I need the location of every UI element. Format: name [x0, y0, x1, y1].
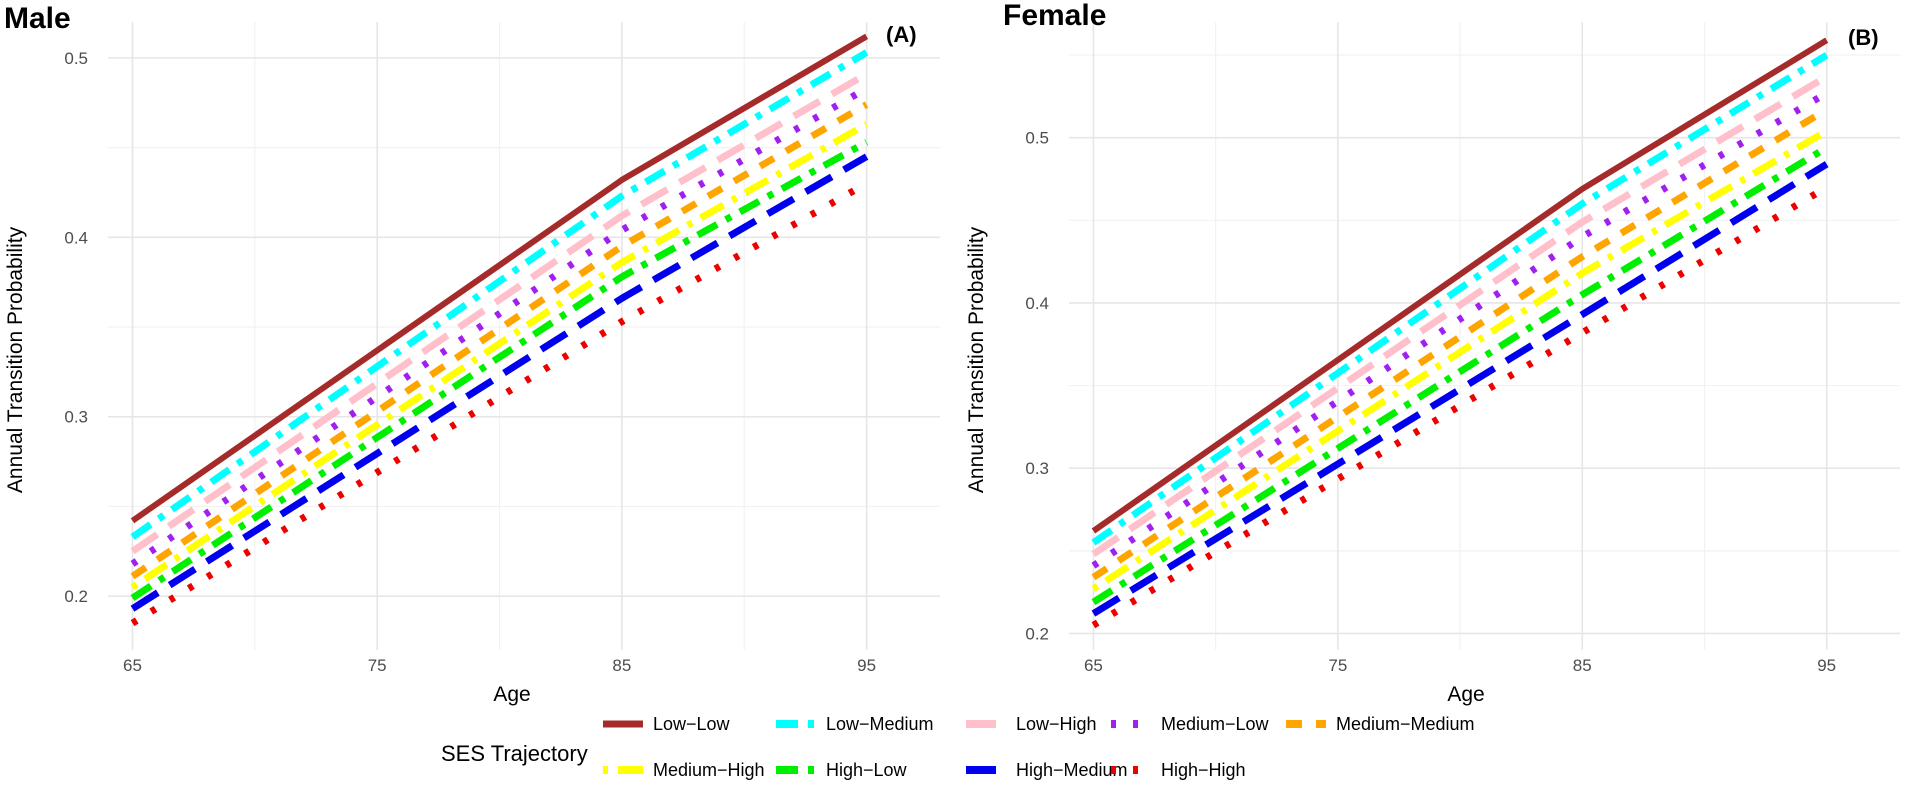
legend-label-low-medium: Low−Medium [826, 714, 934, 734]
male-y-tick-label: 0.3 [64, 408, 88, 427]
female-y-tick-label: 0.2 [1025, 624, 1049, 643]
female-gridlines [1069, 22, 1900, 650]
female-x-tick-label: 65 [1084, 656, 1103, 675]
male-line-high-medium [130, 153, 869, 612]
female-panel-title: Female [1003, 0, 1106, 32]
female-y-tick-label: 0.4 [1025, 294, 1049, 313]
male-y-tick-label: 0.5 [64, 49, 88, 68]
male-series-lines [130, 33, 869, 627]
female-line-low-high [1091, 73, 1829, 557]
legend-label-high-low: High−Low [826, 760, 908, 780]
male-y-axis-label: Annual Transition Probability [4, 226, 27, 493]
female-x-axis-label: Age [1447, 683, 1484, 706]
female-line-low-medium [1091, 52, 1829, 546]
male-panel-title: Male [4, 2, 71, 35]
male-line-low-high [130, 70, 869, 555]
male-x-tick-label: 75 [368, 656, 387, 675]
legend-label-medium-medium: Medium−Medium [1336, 714, 1475, 734]
female-panel-label: (B) [1848, 25, 1879, 50]
male-line-medium-high [130, 121, 869, 591]
male-line-high-low [130, 139, 869, 601]
female-line-low-low [1091, 37, 1829, 534]
female-panel: Female (B) Age Annual Transition Probabi… [965, 0, 1900, 706]
legend-label-low-low: Low−Low [653, 714, 731, 734]
legend-label-high-medium: High−Medium [1016, 760, 1128, 780]
legend-label-high-high: High−High [1161, 760, 1246, 780]
male-y-tick-label: 0.2 [64, 587, 88, 606]
female-x-tick-label: 75 [1328, 656, 1347, 675]
female-line-medium-medium [1091, 106, 1829, 581]
female-line-medium-high [1091, 128, 1829, 592]
male-line-low-low [130, 33, 869, 524]
male-panel-label: (A) [886, 22, 917, 47]
female-y-tick-label: 0.5 [1025, 129, 1049, 148]
male-line-high-high [130, 180, 869, 627]
legend: SES Trajectory Low−Low Low−Medium Low−High… [441, 714, 1475, 780]
legend-label-medium-low: Medium−Low [1161, 714, 1270, 734]
male-x-tick-label: 65 [123, 656, 142, 675]
female-x-tick-label: 95 [1817, 656, 1836, 675]
male-line-low-medium [130, 49, 869, 540]
female-line-high-medium [1091, 161, 1829, 617]
legend-label-low-high: Low−High [1016, 714, 1097, 734]
male-x-tick-label: 85 [612, 656, 631, 675]
legend-title: SES Trajectory [441, 741, 588, 766]
female-x-tick-label: 85 [1573, 656, 1592, 675]
male-x-tick-label: 95 [857, 656, 876, 675]
legend-label-medium-high: Medium−High [653, 760, 765, 780]
female-series-lines [1091, 37, 1829, 629]
female-line-high-low [1091, 144, 1829, 606]
male-x-axis-label: Age [493, 683, 530, 706]
female-y-axis-label: Annual Transition Probability [965, 226, 988, 493]
female-y-tick-label: 0.3 [1025, 459, 1049, 478]
male-panel: Male (A) Age Annual Transition Probabili… [4, 2, 940, 706]
male-y-tick-label: 0.4 [64, 228, 88, 247]
